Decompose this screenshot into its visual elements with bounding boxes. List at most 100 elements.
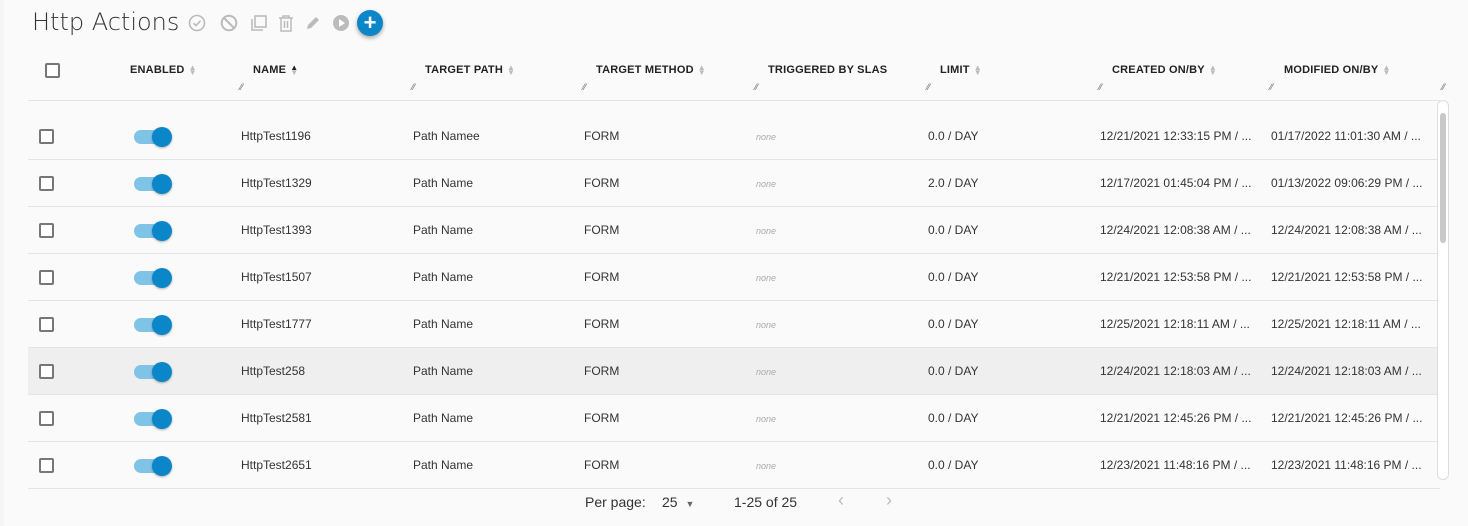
delete-button[interactable] bbox=[276, 13, 296, 33]
per-page-select[interactable]: 25 ▼ bbox=[662, 494, 694, 510]
cell-slas: none bbox=[756, 226, 777, 236]
run-button[interactable] bbox=[331, 13, 351, 33]
enabled-toggle[interactable] bbox=[134, 221, 172, 241]
toggle-knob bbox=[152, 268, 172, 288]
row-checkbox[interactable] bbox=[39, 270, 54, 285]
table-row[interactable]: HttpTest1329 Path Name FORM none 2.0 / DAY 12… bbox=[28, 160, 1440, 207]
column-resize-handle[interactable]: ⁄⁄ bbox=[1099, 82, 1103, 92]
table-row[interactable]: HttpTest1507 Path Name FORM none 0.0 / DAY 12… bbox=[28, 254, 1440, 301]
cell-path: Path Name bbox=[413, 364, 474, 378]
column-resize-handle[interactable]: ⁄⁄ bbox=[1270, 82, 1274, 92]
cell-path: Path Name bbox=[413, 458, 474, 472]
cell-modified: 01/17/2022 11:01:30 AM / ... bbox=[1271, 129, 1421, 143]
cell-slas: none bbox=[756, 367, 777, 377]
cell-created: 12/25/2021 12:18:11 AM / ... bbox=[1100, 317, 1250, 331]
enabled-toggle[interactable] bbox=[134, 127, 172, 147]
enabled-toggle[interactable] bbox=[134, 362, 172, 382]
row-checkbox[interactable] bbox=[39, 458, 54, 473]
column-resize-handle[interactable]: ⁄⁄ bbox=[240, 82, 244, 92]
cell-limit: 0.0 / DAY bbox=[928, 317, 979, 331]
column-header-enabled[interactable]: ENABLED ▲ ▼ bbox=[130, 63, 197, 78]
sort-icon: ▲ ▼ bbox=[188, 63, 197, 78]
column-header-modified[interactable]: MODIFIED ON/BY ▲ ▼ bbox=[1284, 64, 1391, 77]
enabled-toggle[interactable] bbox=[134, 315, 172, 335]
table-row[interactable]: HttpTest2581 Path Name FORM none 0.0 / DAY 12… bbox=[28, 395, 1440, 442]
toggle-knob bbox=[152, 127, 172, 147]
column-resize-handle[interactable]: ⁄⁄ bbox=[755, 82, 759, 92]
cell-created: 12/17/2021 01:45:04 PM / ... bbox=[1100, 176, 1252, 190]
copy-button[interactable] bbox=[249, 13, 269, 33]
cell-slas: none bbox=[756, 414, 777, 424]
table-row[interactable]: HttpTest1777 Path Name FORM none 0.0 / DAY 12… bbox=[28, 301, 1440, 348]
header-label: TARGET PATH bbox=[425, 64, 503, 76]
column-resize-handle[interactable]: ⁄⁄ bbox=[927, 82, 931, 92]
column-header-limit[interactable]: LIMIT ▲ ▼ bbox=[940, 64, 982, 77]
prev-page-button[interactable]: ‹ bbox=[838, 490, 844, 511]
header-label: CREATED ON/BY bbox=[1112, 64, 1205, 76]
toggle-knob bbox=[152, 362, 172, 382]
header-label: TRIGGERED BY SLAS bbox=[768, 64, 888, 76]
cell-modified: 12/25/2021 12:18:11 AM / ... bbox=[1271, 317, 1421, 331]
toggle-knob bbox=[152, 456, 172, 476]
enabled-toggle[interactable] bbox=[134, 409, 172, 429]
table-row[interactable]: HttpTest1196 Path Namee FORM none 0.0 / DAY 1… bbox=[28, 113, 1440, 160]
cell-modified: 12/24/2021 12:08:38 AM / ... bbox=[1271, 223, 1422, 237]
cell-name: HttpTest1196 bbox=[241, 129, 311, 143]
cell-method: FORM bbox=[584, 129, 620, 143]
header-label: MODIFIED ON/BY bbox=[1284, 64, 1379, 76]
column-header-created[interactable]: CREATED ON/BY ▲ ▼ bbox=[1112, 64, 1217, 77]
cell-path: Path Name bbox=[413, 270, 474, 284]
page-title: Http Actions bbox=[32, 8, 180, 36]
cell-method: FORM bbox=[584, 411, 620, 425]
cell-modified: 12/21/2021 12:53:58 PM / ... bbox=[1271, 270, 1423, 284]
scrollbar-thumb[interactable] bbox=[1440, 113, 1446, 243]
edit-button[interactable] bbox=[303, 13, 323, 33]
select-all-checkbox[interactable] bbox=[45, 63, 60, 78]
row-checkbox[interactable] bbox=[39, 364, 54, 379]
cell-slas: none bbox=[756, 320, 777, 330]
cell-name: HttpTest258 bbox=[241, 364, 306, 378]
cell-slas: none bbox=[756, 132, 777, 142]
enabled-toggle[interactable] bbox=[134, 174, 172, 194]
enabled-toggle[interactable] bbox=[134, 268, 172, 288]
row-checkbox[interactable] bbox=[39, 176, 54, 191]
caret-down-icon: ▼ bbox=[685, 499, 695, 509]
column-header-target-method[interactable]: TARGET METHOD ▲ ▼ bbox=[596, 63, 706, 78]
next-page-button[interactable]: › bbox=[886, 490, 892, 511]
vertical-scrollbar[interactable] bbox=[1437, 100, 1449, 480]
column-resize-handle[interactable]: ⁄⁄ bbox=[412, 82, 416, 92]
table-row[interactable]: HttpTest2651 Path Name FORM none 0.0 / DAY 12… bbox=[28, 442, 1440, 489]
pencil-icon bbox=[307, 17, 319, 29]
cell-method: FORM bbox=[584, 364, 620, 378]
header-divider bbox=[28, 100, 1440, 101]
cell-name: HttpTest1393 bbox=[241, 223, 312, 237]
row-checkbox[interactable] bbox=[39, 129, 54, 144]
enable-button[interactable] bbox=[187, 13, 207, 33]
cell-path: Path Name bbox=[413, 317, 474, 331]
column-header-name[interactable]: NAME ▲ ▼ bbox=[253, 64, 298, 77]
row-checkbox[interactable] bbox=[39, 317, 54, 332]
add-button[interactable]: + bbox=[357, 10, 383, 36]
cell-slas: none bbox=[756, 273, 777, 283]
table-row[interactable]: HttpTest1393 Path Name FORM none 0.0 / DAY 12… bbox=[28, 207, 1440, 254]
column-header-target-path[interactable]: TARGET PATH ▲ ▼ bbox=[425, 64, 515, 77]
cell-slas: none bbox=[756, 461, 777, 471]
disable-button[interactable] bbox=[219, 13, 239, 33]
cell-name: HttpTest2581 bbox=[241, 411, 312, 425]
table-row[interactable]: HttpTest258 Path Name FORM none 0.0 / DAY 12/… bbox=[28, 348, 1440, 395]
copy-icon bbox=[251, 15, 267, 31]
cell-created: 12/23/2021 11:48:16 PM / ... bbox=[1100, 458, 1251, 472]
cell-modified: 01/13/2022 09:06:29 PM / ... bbox=[1271, 176, 1423, 190]
cell-created: 12/21/2021 12:53:58 PM / ... bbox=[1100, 270, 1252, 284]
panel bbox=[4, 0, 1468, 526]
column-header-triggered-by-slas: TRIGGERED BY SLAS bbox=[768, 64, 887, 76]
row-checkbox[interactable] bbox=[39, 411, 54, 426]
cell-name: HttpTest2651 bbox=[241, 458, 312, 472]
sort-icon: ▲ ▼ bbox=[697, 63, 706, 78]
per-page-label: Per page: bbox=[585, 494, 646, 510]
row-checkbox[interactable] bbox=[39, 223, 54, 238]
column-resize-handle[interactable]: ⁄⁄ bbox=[583, 82, 587, 92]
cell-method: FORM bbox=[584, 223, 620, 237]
enabled-toggle[interactable] bbox=[134, 456, 172, 476]
column-resize-handle[interactable]: ⁄⁄ bbox=[1442, 82, 1446, 92]
